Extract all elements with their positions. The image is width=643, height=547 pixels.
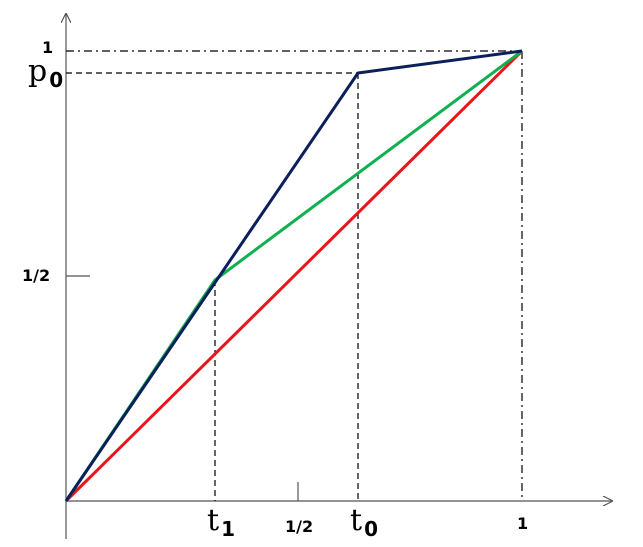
x-label-one: 1 — [517, 514, 529, 533]
red-curve — [64, 49, 524, 503]
navy-curve — [64, 49, 523, 502]
y-label-one: 1 — [42, 38, 54, 57]
x-label-half: 1/2 — [285, 517, 314, 536]
y-label-half: 1/2 — [22, 266, 51, 285]
